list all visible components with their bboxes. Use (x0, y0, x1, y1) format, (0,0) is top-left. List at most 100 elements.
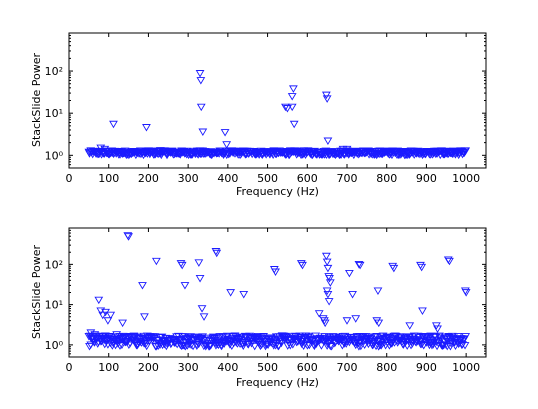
data-point (90, 331, 100, 339)
baseline-point (283, 336, 293, 345)
data-point (180, 282, 190, 290)
bottom-y-axis-label: StackSlide Power (30, 245, 43, 340)
baseline-point (210, 335, 220, 343)
baseline-point (446, 343, 455, 351)
data-point (288, 85, 298, 93)
data-point (355, 261, 365, 270)
x-tick-label: 300 (178, 172, 199, 185)
x-tick-label: 200 (138, 172, 159, 185)
data-point (342, 317, 352, 325)
data-point (298, 261, 307, 270)
data-point (319, 317, 329, 325)
x-tick-label: 500 (257, 172, 278, 185)
baseline-point (407, 340, 417, 348)
data-point (289, 120, 299, 129)
data-point (417, 263, 427, 272)
data-point (323, 137, 333, 146)
data-point (124, 233, 133, 241)
data-point (354, 261, 364, 269)
data-point (322, 258, 332, 267)
data-point (86, 329, 96, 337)
data-point (389, 264, 399, 273)
data-point (195, 274, 205, 283)
data-point (94, 296, 104, 305)
data-point (445, 257, 454, 266)
baseline-point (256, 342, 265, 351)
baseline-point (229, 147, 239, 156)
x-tick-label: 100 (98, 361, 119, 374)
baseline-point (428, 341, 438, 349)
baseline-point (298, 151, 308, 159)
data-point (142, 124, 151, 132)
data-point (138, 282, 147, 290)
x-tick-label: 400 (217, 361, 238, 374)
data-point (418, 307, 427, 315)
baseline-point (274, 342, 284, 351)
x-tick-label: 1000 (452, 172, 480, 185)
data-point (197, 305, 207, 313)
data-point (271, 268, 280, 277)
data-point (321, 252, 331, 261)
baseline-point (266, 334, 275, 342)
baseline-point (382, 333, 392, 342)
baseline-point (151, 343, 161, 351)
data-point (325, 279, 335, 287)
data-point (287, 103, 297, 112)
data-point (112, 331, 122, 339)
data-point (140, 313, 149, 321)
data-point (322, 95, 332, 103)
x-tick-label: 700 (337, 172, 358, 185)
x-tick-label: 500 (257, 361, 278, 374)
baseline-point (142, 342, 152, 351)
baseline-point (388, 338, 397, 346)
baseline-point (449, 334, 458, 342)
baseline-point (91, 150, 101, 158)
y-tick-label: 10⁰ (45, 339, 64, 352)
x-tick-label: 800 (376, 172, 397, 185)
top-baseline-markers (84, 147, 471, 160)
x-tick-label: 100 (98, 172, 119, 185)
baseline-point (430, 333, 439, 341)
baseline-point (233, 336, 243, 344)
baseline-point (192, 342, 202, 350)
x-tick-label: 0 (66, 361, 73, 374)
data-point (195, 70, 205, 78)
x-tick-label: 700 (337, 361, 358, 374)
data-point (196, 77, 206, 85)
data-point (177, 261, 187, 270)
bottom-x-ticks: 0 100 200 300 400 500 600 700 800 900 1000 (66, 228, 480, 374)
data-point (325, 274, 334, 283)
data-point (344, 269, 354, 278)
baseline-point (181, 343, 190, 351)
data-point (118, 319, 128, 328)
baseline-point (317, 342, 326, 350)
baseline-point (182, 342, 192, 350)
data-point (314, 310, 324, 318)
baseline-point (461, 333, 471, 341)
bottom-x-axis-label: Frequency (Hz) (236, 376, 319, 389)
x-tick-label: 1000 (452, 361, 480, 374)
data-point (287, 93, 297, 101)
baseline-point (327, 343, 336, 351)
data-point (281, 103, 290, 112)
data-point (196, 103, 206, 112)
x-tick-label: 400 (217, 172, 238, 185)
data-point (320, 319, 330, 328)
baseline-point (356, 342, 366, 351)
bottom-outlier-markers (86, 232, 471, 339)
data-point (323, 291, 333, 299)
baseline-point (277, 339, 286, 348)
data-point (405, 322, 415, 330)
data-point (323, 264, 333, 273)
baseline-point (86, 341, 96, 349)
data-point (151, 257, 161, 266)
top-y-ticks: 10⁰ 10¹ 10² (45, 32, 486, 169)
baseline-point (318, 150, 328, 158)
baseline-point (210, 339, 220, 348)
data-point (199, 313, 209, 321)
top-y-axis-label: StackSlide Power (30, 53, 43, 148)
data-point (374, 319, 384, 328)
data-point (109, 120, 118, 129)
